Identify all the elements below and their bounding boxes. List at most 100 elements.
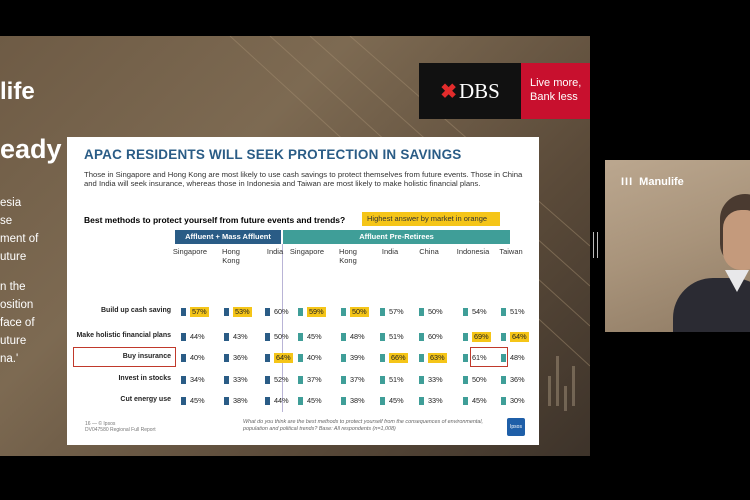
cell-value: 60% [274, 307, 289, 316]
value-bar-icon [463, 376, 468, 385]
table-cell: 60% [265, 307, 289, 317]
manulife-logo-mark: III [621, 176, 634, 188]
cell-value: 64% [274, 353, 293, 363]
cell-value: 40% [307, 353, 322, 362]
side-line: osition [0, 299, 34, 311]
value-bar-icon [298, 333, 303, 342]
value-bar-icon [501, 308, 506, 317]
cell-value: 57% [190, 307, 209, 317]
value-bar-icon [341, 376, 346, 385]
value-bar-icon [380, 308, 385, 317]
group-divider [282, 244, 283, 412]
value-bar-icon [298, 376, 303, 385]
cell-value: 43% [233, 332, 248, 341]
value-bar-icon [224, 376, 229, 385]
table-cell: 53% [224, 307, 252, 317]
side-line: esia [0, 197, 22, 209]
cell-value: 45% [389, 396, 404, 405]
table-cell: 57% [380, 307, 404, 317]
cell-value: 57% [389, 307, 404, 316]
cell-value: 34% [190, 375, 205, 384]
row-label: Buy insurance [122, 353, 171, 360]
table-cell: 45% [298, 396, 322, 406]
cell-value: 30% [510, 396, 525, 405]
slide-footer: 16 — © Ipsos DV047580 Regional Full Repo… [85, 421, 156, 433]
cell-value: 51% [389, 375, 404, 384]
value-bar-icon [265, 397, 270, 406]
cell-value: 38% [233, 396, 248, 405]
table-cell: 60% [419, 332, 443, 342]
split-resize-handle[interactable] [593, 232, 598, 258]
cell-value: 50% [472, 375, 487, 384]
column-header: Indonesia [456, 247, 490, 256]
value-bar-icon [181, 333, 186, 342]
value-bar-icon [341, 354, 346, 363]
table-cell: 44% [265, 396, 289, 406]
value-bar-icon [463, 354, 468, 363]
table-cell: 44% [181, 332, 205, 342]
table-cell: 50% [341, 307, 369, 317]
value-bar-icon [181, 354, 186, 363]
table-cell: 48% [501, 353, 525, 363]
table-cell: 37% [298, 375, 322, 385]
value-bar-icon [341, 308, 346, 317]
value-bar-icon [224, 354, 229, 363]
table-cell: 61% [463, 353, 487, 363]
value-bar-icon [463, 333, 468, 342]
cell-value: 64% [510, 332, 529, 342]
footer-line: DV047580 Regional Full Report [85, 427, 156, 433]
table-cell: 51% [380, 332, 404, 342]
table-cell: 33% [419, 396, 443, 406]
cell-value: 61% [472, 353, 487, 362]
slide-question: Best methods to protect yourself from fu… [84, 215, 346, 225]
value-bar-icon [501, 333, 506, 342]
value-bar-icon [463, 397, 468, 406]
value-bar-icon [265, 354, 270, 363]
dbs-logo-text: DBS [458, 78, 500, 103]
value-bar-icon [501, 354, 506, 363]
cell-value: 52% [274, 375, 289, 384]
insurance-row-highlight-box [73, 347, 176, 367]
dbs-tagline-line: Bank less [530, 91, 578, 103]
value-bar-icon [419, 354, 424, 363]
table-cell: 36% [224, 353, 248, 363]
cell-value: 40% [190, 353, 205, 362]
table-cell: 33% [224, 375, 248, 385]
table-cell: 48% [341, 332, 365, 342]
value-bar-icon [419, 333, 424, 342]
value-bar-icon [419, 376, 424, 385]
cell-value: 53% [233, 307, 252, 317]
cell-value: 45% [307, 396, 322, 405]
cell-value: 36% [233, 353, 248, 362]
ipsos-logo: Ipsos [507, 418, 525, 436]
cell-value: 45% [190, 396, 205, 405]
value-bar-icon [181, 397, 186, 406]
table-cell: 37% [341, 375, 365, 385]
participant-face [723, 210, 750, 270]
manulife-brand-fragment: life [0, 78, 35, 105]
group-header-preretirees: Affluent Pre-Retirees [283, 230, 510, 244]
cell-value: 48% [510, 353, 525, 362]
cell-value: 33% [428, 396, 443, 405]
cell-value: 37% [307, 375, 322, 384]
participant-name: III Manulife [621, 176, 684, 188]
table-cell: 43% [224, 332, 248, 342]
column-header: Hong Kong [222, 247, 240, 265]
row-label: Invest in stocks [118, 375, 171, 382]
table-cell: 38% [224, 396, 248, 406]
participant-name-text: Manulife [639, 176, 684, 188]
table-cell: 45% [463, 396, 487, 406]
side-quote-text: esia se ment of uture n the osition face… [0, 194, 60, 368]
value-bar-icon [298, 354, 303, 363]
slide-footnote: What do you think are the best methods t… [243, 419, 484, 432]
side-line: ment of [0, 233, 39, 245]
value-bar-icon [181, 376, 186, 385]
group-header-affluent: Affluent + Mass Affluent [175, 230, 281, 244]
row-label: Make holistic financial plans [76, 332, 171, 339]
cell-value: 63% [428, 353, 447, 363]
participant-video-tile[interactable]: III Manulife [605, 160, 750, 332]
value-bar-icon [501, 376, 506, 385]
table-cell: 40% [298, 353, 322, 363]
value-bar-icon [224, 333, 229, 342]
